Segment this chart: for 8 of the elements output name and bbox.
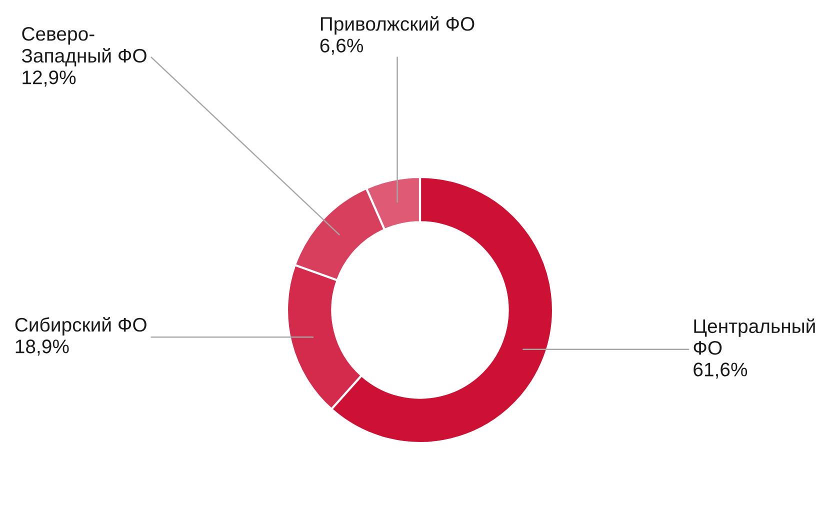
slice-label: Приволжский ФО — [320, 16, 474, 35]
data-label: 18,9% — [16, 340, 69, 356]
slice-label: Северо-Западный ФО — [22, 26, 146, 66]
data-label: 12,9% — [22, 70, 76, 87]
slice-label: Сибирский ФО — [15, 317, 146, 336]
slice-label: Центральный ФО — [694, 318, 815, 355]
data-label: 6,6% — [320, 38, 364, 55]
data-label: 61,6% — [694, 362, 748, 379]
